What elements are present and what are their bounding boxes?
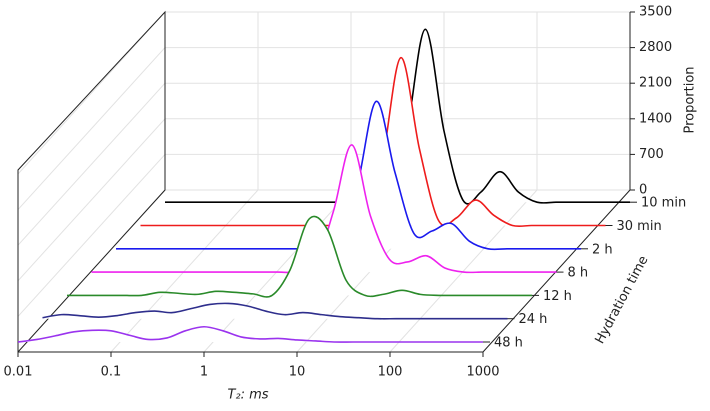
y-tick-label: 24 h bbox=[519, 312, 548, 327]
curve-fill bbox=[42, 303, 508, 319]
y-tick-label: 2 h bbox=[592, 242, 613, 257]
z-axis-label: Proportion bbox=[683, 66, 698, 133]
z-tick-label: 2800 bbox=[639, 40, 672, 55]
grid-line bbox=[203, 189, 352, 353]
wall-edge bbox=[17, 10, 631, 354]
z-tick-label: 700 bbox=[639, 147, 664, 162]
y-axis-label: Hydration time bbox=[593, 253, 652, 346]
x-tick-label: 0.01 bbox=[4, 365, 33, 380]
grid-line bbox=[17, 82, 166, 246]
x-tick-label: 100 bbox=[378, 365, 403, 380]
y-tick-label: 48 h bbox=[494, 336, 523, 351]
x-tick-label: 0.1 bbox=[101, 365, 122, 380]
z-tick-label: 3500 bbox=[639, 5, 672, 20]
grid-line bbox=[17, 47, 166, 210]
z-tick-label: 0 bbox=[639, 183, 647, 198]
y-tick-label: 8 h bbox=[568, 266, 589, 281]
z-tick-label: 1400 bbox=[639, 111, 672, 126]
x-tick-label: 10 bbox=[289, 365, 306, 380]
x-tick-label: 1 bbox=[200, 365, 208, 380]
y-tick-label: 30 min bbox=[617, 219, 662, 234]
series-line bbox=[42, 302, 508, 320]
grid-line bbox=[110, 189, 259, 353]
curves: 10 min 30 min 2 h8 h 12 h 24 h 48 h bbox=[17, 28, 686, 351]
curve-fill bbox=[18, 326, 483, 343]
series-line bbox=[17, 325, 483, 343]
grid-line bbox=[17, 154, 166, 317]
curve-fill bbox=[67, 216, 532, 297]
x-tick-label: 1000 bbox=[466, 365, 499, 380]
y-tick-label: 10 min bbox=[641, 196, 686, 211]
grid-line bbox=[17, 118, 166, 282]
z-tick-label: 2100 bbox=[639, 76, 672, 91]
x-axis-label: T₂: ms bbox=[227, 388, 268, 403]
y-tick-label: 12 h bbox=[543, 289, 572, 304]
series-line bbox=[67, 215, 532, 298]
grid-line bbox=[389, 189, 538, 353]
